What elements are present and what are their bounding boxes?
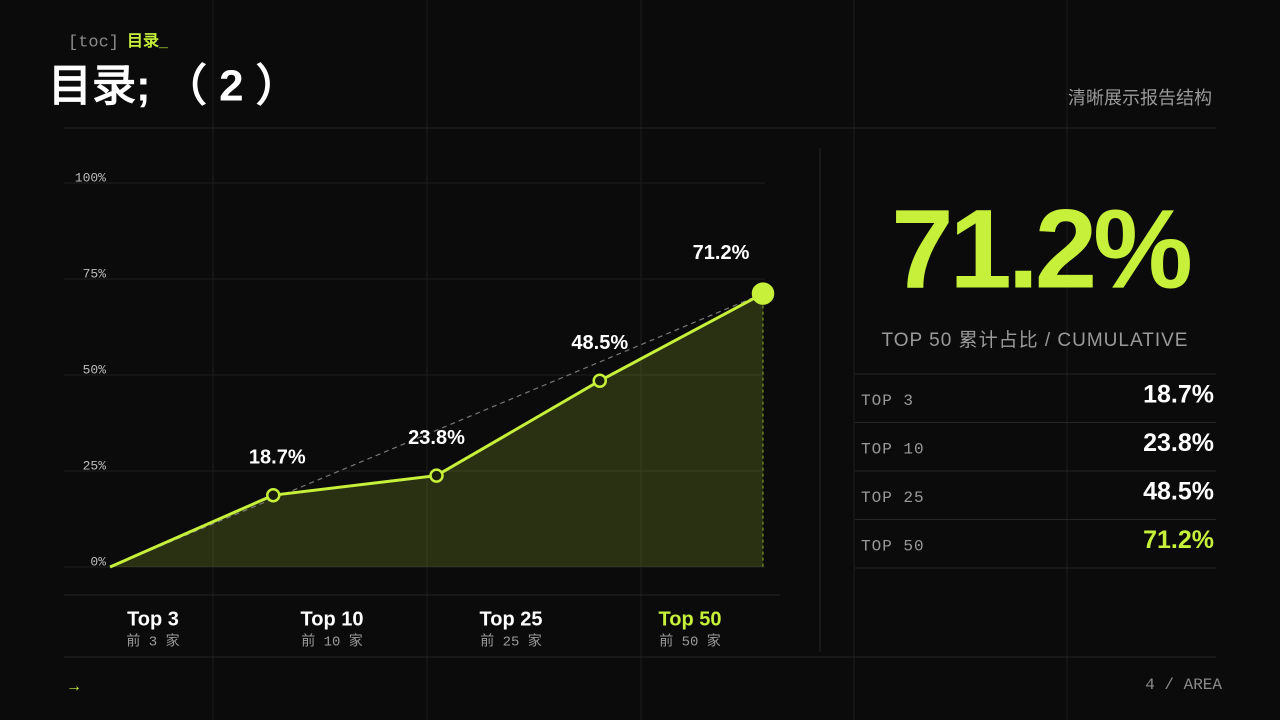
row-value: 71.2% bbox=[1143, 526, 1214, 554]
x-tick-label: Top 3 bbox=[127, 608, 179, 630]
tag: 目录_ bbox=[127, 32, 169, 50]
point bbox=[592, 373, 607, 389]
row-value: 18.7% bbox=[1143, 381, 1214, 409]
summary-table: TOP 3 18.7% TOP 10 23.8% TOP 25 48.5% TOP 50 71… bbox=[855, 373, 1216, 569]
y-tick-label: 75% bbox=[83, 266, 107, 281]
y-tick-label: 25% bbox=[83, 458, 107, 473]
tag-prefix: [toc] bbox=[68, 33, 119, 52]
x-tick-label: Top 10 bbox=[301, 608, 364, 630]
x-tick-note: 前 25 家 bbox=[480, 633, 542, 651]
big-value: 71.2% bbox=[891, 187, 1190, 312]
row-label: TOP 25 bbox=[861, 489, 925, 507]
x-tick-label: Top 50 bbox=[659, 608, 722, 630]
row-label: TOP 50 bbox=[861, 538, 925, 556]
y-tick-label: 100% bbox=[75, 170, 106, 185]
x-tick-note: 前 50 家 bbox=[659, 633, 721, 651]
row-value: 48.5% bbox=[1143, 478, 1214, 506]
value-label: 18.7% bbox=[249, 446, 306, 468]
footer-arrow: → bbox=[66, 678, 82, 695]
x-tick-note: 前 10 家 bbox=[301, 633, 363, 651]
x-tick-label: Top 25 bbox=[480, 608, 543, 630]
subtitle: 清晰展示报告结构 bbox=[1068, 88, 1212, 108]
y-tick-label: 0% bbox=[90, 554, 106, 569]
row-value: 23.8% bbox=[1143, 429, 1214, 457]
trend-line bbox=[109, 293, 764, 568]
footer-page: 4 / AREA bbox=[1145, 676, 1222, 694]
row-label: TOP 3 bbox=[861, 392, 914, 410]
value-label: 71.2% bbox=[693, 242, 750, 264]
point bbox=[266, 487, 281, 503]
point bbox=[751, 282, 775, 305]
value-label: 48.5% bbox=[571, 332, 628, 354]
value-label: 23.8% bbox=[408, 427, 465, 449]
title: 目录; （ 2 ） bbox=[48, 62, 300, 111]
x-tick-note: 前 3 家 bbox=[126, 633, 179, 651]
point bbox=[429, 468, 444, 483]
y-tick-label: 50% bbox=[83, 362, 107, 377]
row-label: TOP 10 bbox=[861, 441, 925, 459]
big-caption: TOP 50 累计占比 / CUMULATIVE bbox=[882, 329, 1189, 351]
chart: 0% 25% 50% 75% 100% 18.7% 23.8% 48.5% 71.2% Top 3… bbox=[64, 170, 775, 651]
